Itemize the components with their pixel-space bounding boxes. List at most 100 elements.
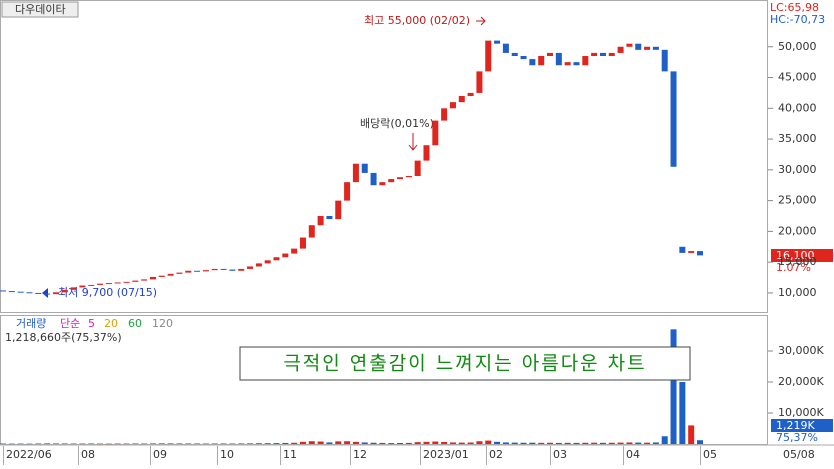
volume-bar — [220, 443, 227, 445]
volume-bar — [441, 441, 448, 444]
volume-bar — [255, 443, 262, 444]
volume-bar — [529, 442, 536, 444]
candle — [79, 285, 86, 288]
x-tick-label: 05 — [703, 448, 717, 461]
x-tick-label: 04 — [626, 448, 640, 461]
candle — [511, 52, 518, 56]
candle — [220, 268, 227, 270]
candle — [185, 270, 192, 273]
candle — [8, 291, 15, 293]
candle — [538, 56, 545, 66]
candle — [626, 43, 633, 47]
x-tick-label: 09 — [153, 448, 167, 461]
volume-bar — [70, 443, 77, 445]
volume-bar — [176, 443, 183, 444]
candle — [44, 293, 51, 295]
annotation: 최저 9,700 (07/15) — [58, 286, 157, 299]
annotation: 배당락(0,01%) — [360, 117, 434, 130]
indicator: LC:65,98 — [770, 1, 819, 14]
banner: 극적인 연출감이 느껴지는 아름다운 차트 — [283, 353, 646, 375]
volume-bar — [282, 442, 289, 444]
y-tick-label: 15,000 — [778, 255, 817, 268]
volume-bar — [432, 441, 439, 444]
candle — [264, 260, 271, 264]
candle — [291, 248, 298, 254]
volume-bar — [511, 442, 518, 444]
candle — [564, 62, 571, 66]
candle — [149, 276, 156, 280]
banner-box — [239, 346, 691, 381]
volume-bar — [494, 441, 501, 444]
arrow — [476, 16, 486, 26]
volume-bar — [538, 442, 545, 444]
candle — [670, 71, 677, 167]
candle — [529, 59, 536, 66]
volume-bar — [617, 442, 624, 444]
candle — [52, 292, 59, 295]
candle — [211, 268, 218, 271]
volume-bar — [317, 441, 324, 444]
volume-bar — [485, 440, 492, 444]
candle — [61, 289, 68, 293]
candle — [397, 177, 404, 180]
last-ratio: 75,37% — [776, 431, 818, 444]
candle — [26, 292, 33, 294]
candle — [467, 92, 474, 96]
candle — [229, 269, 236, 271]
volume-bar — [582, 442, 589, 444]
volume-bar — [194, 443, 201, 445]
candle — [141, 279, 148, 281]
last-price-box — [771, 249, 833, 262]
volume-bar — [44, 443, 51, 444]
candle — [35, 292, 42, 294]
y-tick-label: 20,000K — [778, 375, 824, 388]
candle — [697, 251, 703, 256]
legend-item: 120 — [152, 317, 173, 330]
volume-bar — [17, 443, 24, 445]
ma-type: 단순 — [60, 317, 80, 330]
candle — [388, 179, 395, 183]
volume-bar — [149, 443, 156, 444]
candle — [423, 145, 430, 161]
candle — [591, 52, 598, 56]
volume-bar — [520, 442, 527, 444]
volume-bar — [185, 443, 192, 444]
candle — [414, 160, 421, 176]
volume-bar — [476, 441, 483, 444]
candle — [70, 287, 77, 290]
volume-bar — [52, 443, 59, 444]
candle — [441, 108, 448, 121]
candle — [352, 163, 359, 183]
arrow — [42, 288, 48, 298]
y-tick-label: 10,000K — [778, 406, 824, 419]
candle — [635, 43, 642, 50]
y-tick-label: 45,000 — [778, 71, 817, 84]
volume-bar — [79, 443, 86, 445]
candle — [132, 280, 139, 282]
candle — [299, 237, 306, 249]
volume-bar — [105, 443, 112, 445]
x-tick-label: 11 — [283, 448, 297, 461]
volume-bar — [405, 442, 412, 444]
volume-bar — [273, 443, 280, 444]
y-tick-label: 30,000 — [778, 163, 817, 176]
candle — [379, 182, 386, 186]
legend-item: 60 — [128, 317, 142, 330]
annotation: 최고 55,000 (02/02) — [364, 14, 470, 27]
legend-item: 5 — [88, 317, 95, 330]
volume-bar — [158, 443, 165, 444]
candle — [326, 216, 333, 220]
volume-bar — [132, 443, 139, 444]
volume-bar — [344, 441, 351, 444]
volume-bar — [352, 441, 359, 444]
volume-bar — [599, 442, 606, 444]
candle — [335, 200, 342, 220]
candle — [573, 62, 580, 66]
volume-bar — [123, 443, 130, 445]
candle — [308, 225, 315, 238]
candle — [176, 272, 183, 274]
last-volume: 1,219K — [776, 419, 815, 432]
candle — [599, 52, 606, 56]
